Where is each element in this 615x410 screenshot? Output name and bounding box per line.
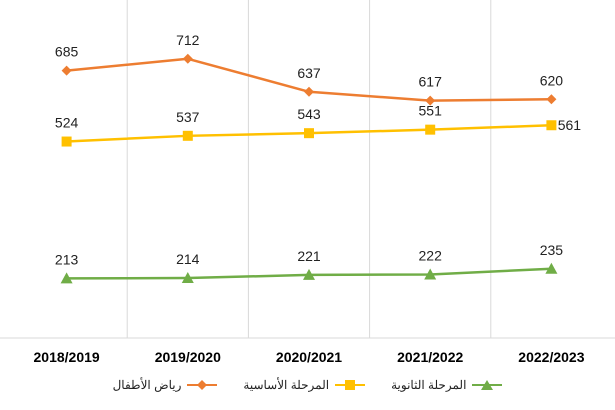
point-marker <box>61 136 72 147</box>
legend-item-basic-stage: المرحلة الأساسية <box>243 378 366 392</box>
legend-marker-diamond-icon <box>187 380 218 390</box>
point-marker <box>181 271 194 283</box>
data-label: 620 <box>540 72 564 88</box>
point-marker <box>182 53 193 64</box>
point-marker <box>304 86 314 97</box>
legend-marker-square-icon <box>335 380 366 390</box>
data-label: 543 <box>297 106 321 122</box>
legend-label: رياض الأطفال <box>112 378 182 392</box>
point-marker <box>304 128 314 139</box>
data-labels: 685 712 637 617 620 524 537 543 551 561 213 214 221 2… <box>55 32 581 268</box>
x-axis-ticks: 2018/2019 2019/2020 2020/2021 2021/2022 2022… <box>34 349 585 365</box>
point-marker <box>545 262 558 274</box>
x-tick-label: 2018/2019 <box>34 349 100 365</box>
data-label: 561 <box>558 117 582 133</box>
legend-label: المرحلة الأساسية <box>243 378 330 392</box>
point-marker <box>61 65 72 76</box>
data-label: 685 <box>55 44 79 60</box>
chart-gridlines <box>0 0 615 339</box>
point-marker <box>303 268 315 280</box>
data-label: 221 <box>297 248 321 264</box>
x-tick-label: 2019/2020 <box>155 349 221 365</box>
data-label: 235 <box>540 242 564 258</box>
data-label: 214 <box>176 251 200 267</box>
data-label: 551 <box>419 103 443 119</box>
point-marker <box>60 272 73 284</box>
data-label: 712 <box>176 32 200 48</box>
point-marker <box>425 95 436 106</box>
data-label: 524 <box>55 115 79 131</box>
legend-item-kindergarten: رياض الأطفال <box>113 378 218 392</box>
point-marker <box>182 130 193 141</box>
series-markers <box>60 53 558 284</box>
chart-legend: رياض الأطفال المرحلة الأساسية المرحلة ال… <box>0 378 615 392</box>
x-tick-label: 2022/2023 <box>518 349 584 365</box>
x-tick-label: 2021/2022 <box>397 349 463 365</box>
data-label: 213 <box>55 251 79 267</box>
point-marker <box>425 124 436 135</box>
point-marker <box>424 268 437 280</box>
legend-label: المرحلة الثانوية <box>391 378 467 392</box>
data-label: 637 <box>297 65 321 81</box>
data-label: 617 <box>419 74 443 90</box>
point-marker <box>546 120 557 131</box>
point-marker <box>546 94 557 105</box>
legend-item-secondary-stage: المرحلة الثانوية <box>391 378 503 392</box>
data-label: 537 <box>176 109 200 125</box>
data-label: 222 <box>419 247 443 263</box>
x-tick-label: 2020/2021 <box>276 349 342 365</box>
legend-marker-triangle-icon <box>472 380 503 390</box>
